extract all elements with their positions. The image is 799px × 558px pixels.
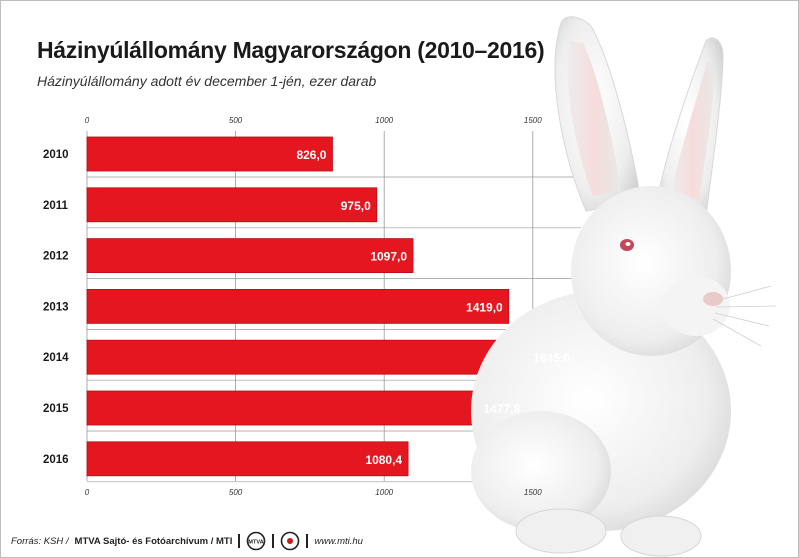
category-label-2015: 2015 [43, 403, 69, 415]
bar-2016 [86, 441, 409, 477]
x-tick-label-top: 1000 [375, 116, 393, 125]
labels-layer: 0 0 500 500 1000 1000 1500 1500 2010 826,0 2011 975… [43, 116, 570, 497]
source-credit: Forrás: KSH / [11, 535, 69, 547]
category-label-2014: 2014 [43, 352, 69, 364]
value-label-2013: 1419,0 [466, 300, 503, 314]
category-label-2013: 2013 [43, 301, 69, 313]
mtva-logo-text: MTVA [249, 540, 264, 546]
category-label-2012: 2012 [43, 251, 69, 263]
bar-2010 [86, 136, 333, 172]
category-label-2016: 2016 [43, 454, 69, 466]
value-label-2011: 975,0 [341, 199, 371, 213]
x-tick-label-top: 0 [85, 116, 90, 125]
category-label-2010: 2010 [43, 149, 69, 161]
value-label-2016: 1080,4 [365, 453, 402, 467]
x-tick-label-bottom: 0 [85, 488, 90, 497]
value-label-2012: 1097,0 [370, 250, 407, 264]
rabbit-illustration [471, 16, 777, 557]
chart-subtitle: Házinyúlállomány adott év december 1-jén… [37, 73, 377, 89]
website-credit: www.mti.hu [314, 535, 363, 547]
footer: Forrás: KSH / MTVA Sajtó- és Fotóarchívu… [11, 529, 363, 553]
footer-divider [272, 534, 275, 548]
bar-2015 [86, 390, 527, 426]
agency-credit: MTVA Sajtó- és Fotóarchívum / MTI [74, 535, 233, 547]
bar-2012 [86, 238, 414, 274]
mtva-logo-icon: MTVA [247, 531, 266, 551]
x-tick-label-bottom: 1000 [375, 488, 393, 497]
x-tick-label-top: 500 [229, 116, 243, 125]
value-label-2010: 826,0 [296, 148, 326, 162]
bars-layer [86, 136, 577, 477]
bar-2013 [86, 288, 510, 324]
bar-2011 [86, 187, 378, 223]
chart-title: Házinyúlállomány Magyarországon (2010–20… [37, 37, 545, 63]
footer-divider [238, 534, 241, 548]
value-label-2014: 1645,0 [533, 351, 570, 365]
value-label-2015: 1477,8 [483, 402, 520, 416]
category-label-2011: 2011 [43, 200, 69, 212]
footer-divider [306, 534, 309, 548]
x-tick-label-top: 1500 [524, 116, 542, 125]
x-tick-label-bottom: 500 [229, 488, 243, 497]
mti-logo-icon [281, 531, 300, 551]
x-tick-label-bottom: 1500 [524, 488, 542, 497]
